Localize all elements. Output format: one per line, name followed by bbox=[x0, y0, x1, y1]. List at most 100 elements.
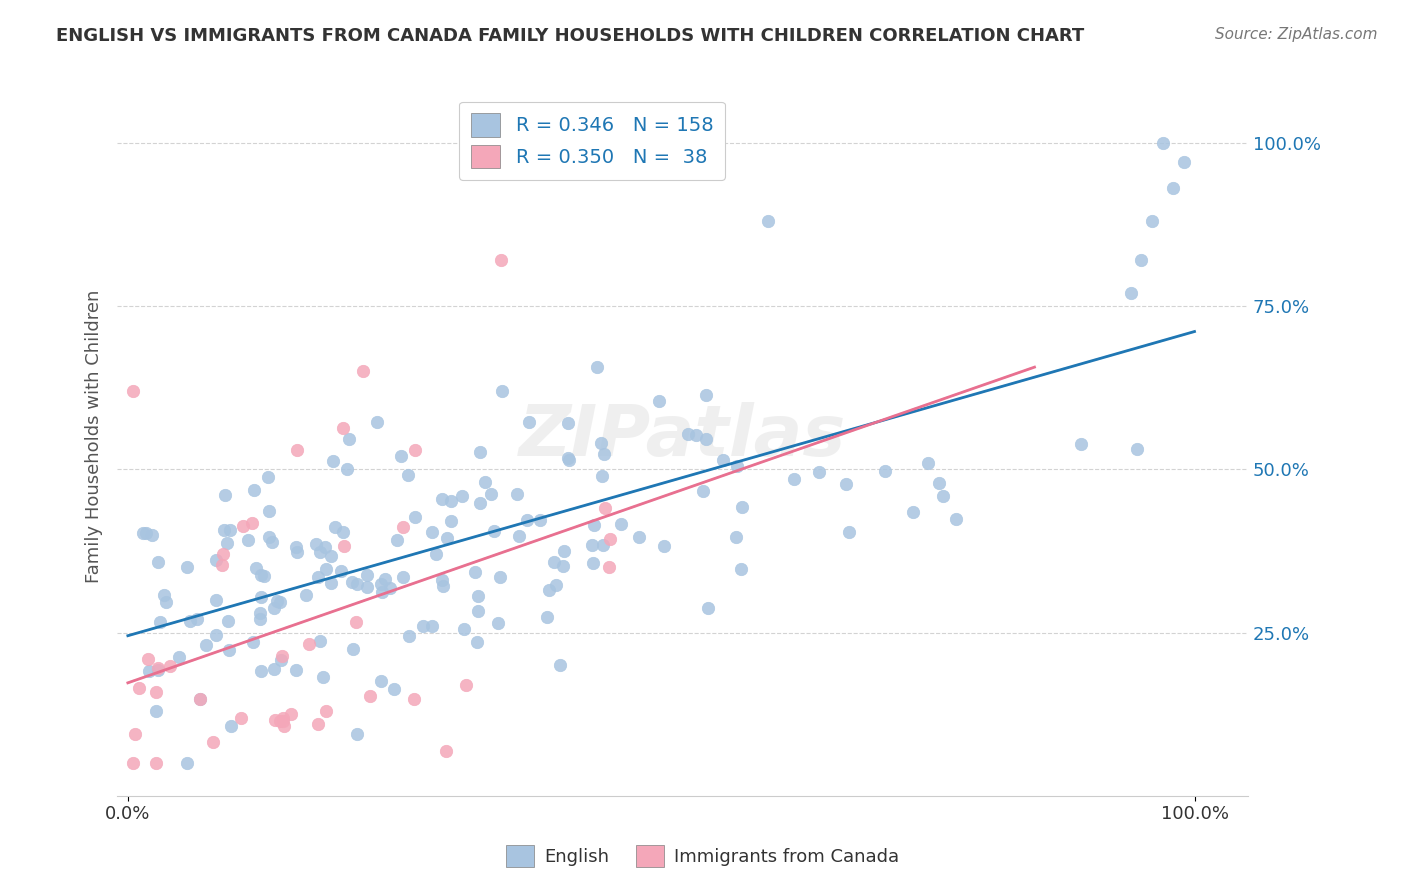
Point bbox=[873, 464, 896, 478]
Point bbox=[370, 585, 392, 599]
Point bbox=[470, 496, 492, 510]
Point bbox=[558, 453, 581, 467]
Point bbox=[295, 588, 318, 602]
Point bbox=[1161, 181, 1184, 195]
Point bbox=[257, 469, 280, 483]
Point bbox=[337, 432, 360, 446]
Point bbox=[352, 364, 374, 378]
Point bbox=[756, 214, 779, 228]
Point bbox=[731, 500, 754, 515]
Point bbox=[434, 744, 457, 758]
Point bbox=[1130, 253, 1153, 268]
Point bbox=[835, 477, 858, 491]
Point bbox=[695, 388, 717, 402]
Point bbox=[425, 547, 447, 561]
Point bbox=[263, 713, 285, 727]
Point bbox=[271, 710, 294, 724]
Point bbox=[145, 704, 167, 718]
Point bbox=[582, 517, 605, 532]
Point bbox=[273, 714, 295, 728]
Y-axis label: Family Households with Children: Family Households with Children bbox=[86, 290, 103, 583]
Point bbox=[359, 690, 381, 704]
Point bbox=[536, 610, 558, 624]
Point bbox=[402, 691, 425, 706]
Point bbox=[332, 421, 354, 435]
Point bbox=[599, 532, 621, 546]
Point bbox=[342, 642, 364, 657]
Point bbox=[262, 535, 284, 549]
Point bbox=[322, 454, 344, 468]
Point bbox=[148, 663, 170, 677]
Point bbox=[491, 384, 513, 398]
Point bbox=[309, 545, 332, 559]
Point bbox=[370, 577, 392, 591]
Point bbox=[592, 447, 614, 461]
Point bbox=[685, 427, 707, 442]
Point bbox=[122, 756, 145, 771]
Point bbox=[430, 491, 453, 506]
Point bbox=[287, 545, 309, 559]
Point bbox=[128, 681, 150, 695]
Point bbox=[696, 601, 718, 615]
Point bbox=[453, 622, 475, 636]
Point bbox=[432, 573, 454, 587]
Point bbox=[315, 562, 337, 576]
Point bbox=[149, 615, 172, 629]
Point bbox=[205, 553, 228, 567]
Point bbox=[725, 530, 748, 544]
Point bbox=[440, 515, 463, 529]
Point bbox=[436, 531, 458, 545]
Point bbox=[468, 444, 491, 458]
Point bbox=[285, 663, 308, 677]
Point bbox=[215, 536, 238, 550]
Point bbox=[298, 637, 321, 651]
Point bbox=[450, 489, 472, 503]
Point bbox=[245, 560, 267, 574]
Point bbox=[217, 614, 239, 628]
Point bbox=[440, 493, 463, 508]
Point bbox=[266, 594, 288, 608]
Point bbox=[648, 393, 671, 408]
Point bbox=[610, 516, 633, 531]
Point bbox=[484, 524, 506, 538]
Point bbox=[145, 685, 167, 699]
Text: Source: ZipAtlas.com: Source: ZipAtlas.com bbox=[1215, 27, 1378, 42]
Point bbox=[263, 662, 285, 676]
Point bbox=[652, 539, 675, 553]
Point bbox=[543, 555, 565, 569]
Point bbox=[378, 581, 401, 595]
Point bbox=[186, 612, 208, 626]
Point bbox=[122, 384, 145, 398]
Text: ZIPatlas: ZIPatlas bbox=[519, 402, 846, 471]
Point bbox=[389, 449, 412, 463]
Point bbox=[398, 629, 420, 643]
Point bbox=[250, 591, 273, 605]
Point bbox=[1173, 155, 1195, 169]
Point bbox=[1140, 214, 1163, 228]
Point bbox=[238, 533, 260, 547]
Point bbox=[479, 486, 502, 500]
Point bbox=[945, 512, 967, 526]
Point bbox=[218, 643, 240, 657]
Point bbox=[391, 570, 413, 584]
Point bbox=[385, 533, 408, 547]
Point bbox=[250, 567, 273, 582]
Point bbox=[212, 523, 235, 537]
Point bbox=[557, 450, 579, 465]
Point bbox=[422, 619, 444, 633]
Point bbox=[370, 673, 392, 688]
Point bbox=[340, 574, 363, 589]
Point bbox=[323, 520, 346, 534]
Point bbox=[396, 467, 419, 482]
Point bbox=[285, 442, 308, 457]
Point bbox=[783, 472, 806, 486]
Point bbox=[202, 735, 225, 749]
Point bbox=[270, 653, 292, 667]
Point bbox=[489, 253, 512, 268]
Point bbox=[169, 650, 191, 665]
Point bbox=[508, 529, 530, 543]
Point bbox=[467, 590, 489, 604]
Legend: English, Immigrants from Canada: English, Immigrants from Canada bbox=[499, 838, 907, 874]
Point bbox=[551, 559, 574, 574]
Point bbox=[931, 489, 953, 503]
